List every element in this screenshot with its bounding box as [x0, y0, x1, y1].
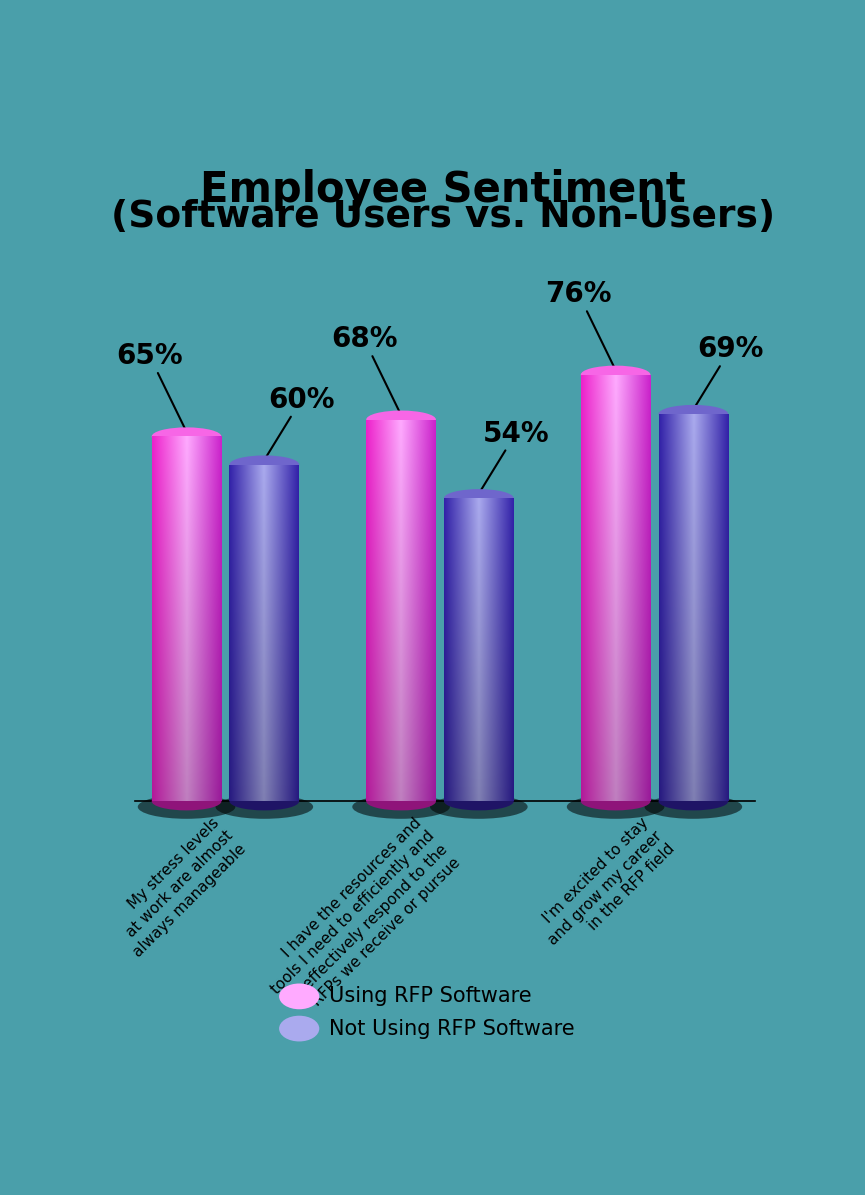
Ellipse shape	[444, 489, 514, 508]
Text: 76%: 76%	[546, 281, 616, 370]
Text: Employee Sentiment: Employee Sentiment	[201, 170, 686, 212]
Ellipse shape	[151, 792, 221, 810]
Ellipse shape	[430, 795, 528, 819]
Ellipse shape	[644, 795, 742, 819]
Text: 69%: 69%	[694, 336, 764, 410]
Ellipse shape	[580, 792, 650, 810]
Ellipse shape	[366, 411, 436, 429]
Text: Using RFP Software: Using RFP Software	[330, 986, 532, 1006]
Text: 65%: 65%	[117, 342, 187, 431]
Text: 68%: 68%	[331, 325, 401, 415]
Ellipse shape	[279, 1016, 319, 1042]
Ellipse shape	[138, 795, 235, 819]
Ellipse shape	[229, 792, 299, 810]
Ellipse shape	[444, 792, 514, 810]
Ellipse shape	[151, 428, 221, 446]
Text: I'm excited to stay
and grow my career
in the RFP field: I'm excited to stay and grow my career i…	[532, 815, 678, 961]
Text: 60%: 60%	[265, 386, 335, 460]
Text: (Software Users vs. Non-Users): (Software Users vs. Non-Users)	[112, 198, 775, 234]
Text: I have the resources and
tools I need to efficiently and
effectively respond to : I have the resources and tools I need to…	[255, 815, 464, 1024]
Ellipse shape	[580, 366, 650, 384]
Ellipse shape	[567, 795, 664, 819]
Ellipse shape	[352, 795, 450, 819]
Ellipse shape	[229, 455, 299, 473]
Text: Not Using RFP Software: Not Using RFP Software	[330, 1018, 575, 1038]
Ellipse shape	[658, 405, 728, 423]
Ellipse shape	[658, 792, 728, 810]
Text: 54%: 54%	[479, 419, 549, 494]
Ellipse shape	[366, 792, 436, 810]
Ellipse shape	[215, 795, 313, 819]
Ellipse shape	[279, 983, 319, 1010]
Text: My stress levels
at work are almost
always manageable: My stress levels at work are almost alwa…	[104, 815, 249, 960]
